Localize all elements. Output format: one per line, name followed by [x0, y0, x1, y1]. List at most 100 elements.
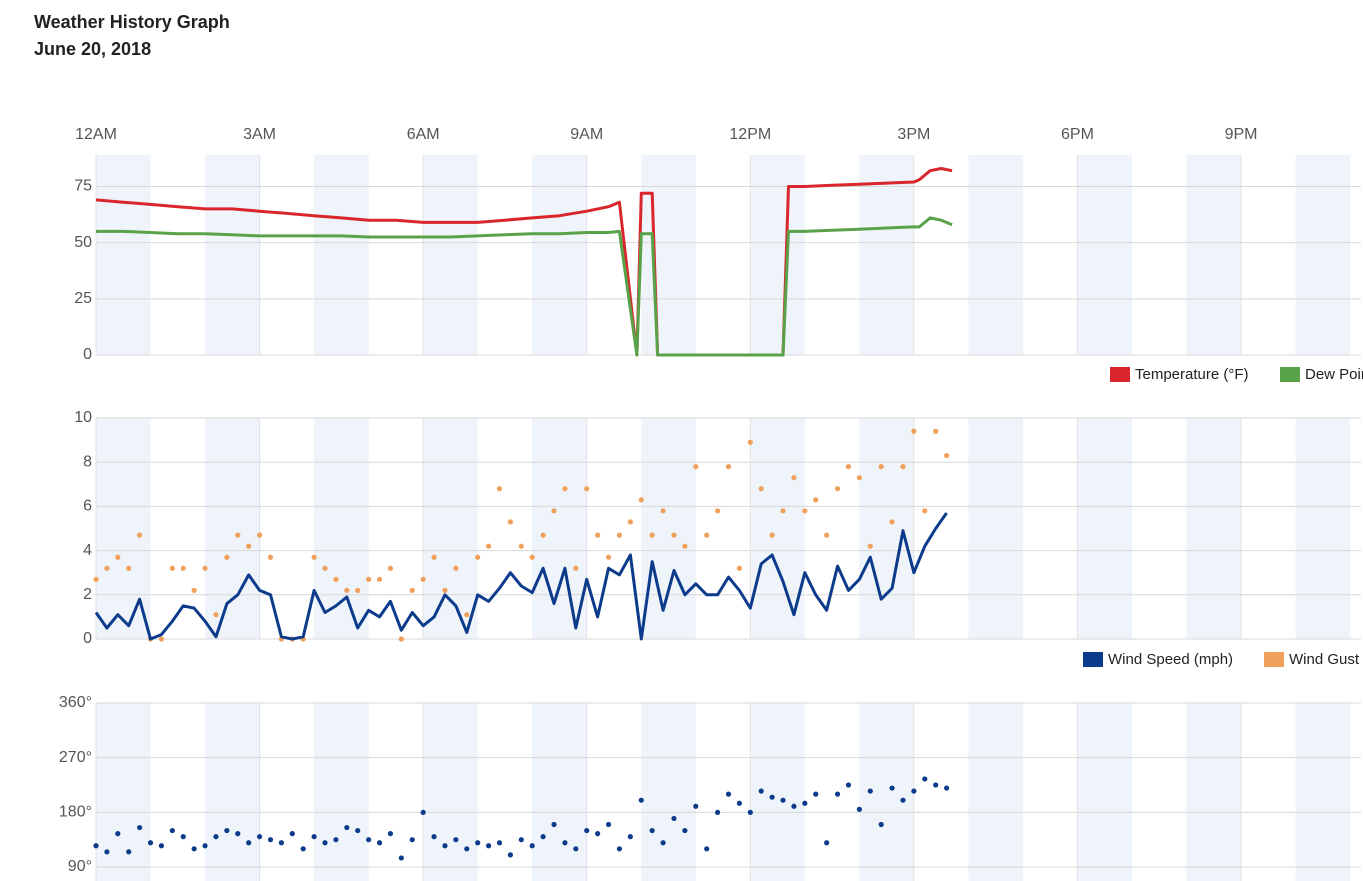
data-point [605, 821, 612, 828]
data-point [137, 532, 143, 538]
data-point [366, 576, 372, 582]
y-tick-label: 50 [74, 234, 92, 251]
data-point [431, 554, 437, 560]
data-point [813, 791, 819, 797]
band-stripe [641, 703, 696, 881]
y-tick-label: 75 [74, 178, 92, 195]
x-tick-label: 3PM [897, 126, 930, 143]
data-point [791, 803, 797, 809]
data-point [616, 532, 623, 538]
data-point [267, 837, 274, 843]
data-point [398, 636, 404, 642]
data-point [802, 800, 808, 806]
data-point [671, 815, 677, 822]
data-point [518, 837, 524, 843]
band-stripe [968, 703, 1023, 881]
data-point [355, 587, 361, 593]
data-point [158, 843, 165, 849]
data-point [725, 464, 732, 470]
data-point [736, 800, 743, 806]
data-point [235, 532, 241, 538]
band-stripe [1186, 703, 1242, 881]
data-point [693, 464, 699, 470]
data-point [420, 809, 426, 815]
data-point [889, 785, 895, 791]
data-point [191, 587, 197, 593]
data-point [856, 475, 862, 481]
data-point [191, 846, 197, 852]
data-point [704, 532, 710, 538]
data-point [933, 428, 939, 434]
data-point [922, 776, 928, 782]
x-tick-label: 6AM [407, 126, 440, 143]
series-line [96, 216, 953, 357]
data-point [387, 831, 394, 837]
band-stripe [641, 418, 696, 639]
y-tick-label: 270° [59, 749, 92, 766]
data-point [453, 565, 459, 571]
data-point [638, 497, 644, 503]
y-tick-label: 25 [74, 290, 92, 307]
data-point [911, 428, 917, 434]
band-stripe [859, 703, 914, 881]
data-point [627, 834, 633, 840]
data-point [311, 834, 317, 840]
data-point [758, 788, 764, 794]
band-stripe [314, 155, 369, 355]
data-point [595, 532, 601, 538]
band-stripe [859, 155, 914, 355]
band-stripe [423, 155, 478, 355]
data-point [475, 840, 481, 846]
data-point [714, 809, 721, 815]
data-point [878, 821, 884, 828]
data-point [780, 508, 786, 514]
data-point [180, 565, 186, 571]
data-point [747, 809, 753, 815]
x-tick-label: 12AM [75, 126, 117, 143]
band-stripe [859, 418, 914, 639]
data-point [224, 827, 230, 834]
band-stripe [1295, 155, 1351, 355]
data-point [387, 565, 394, 571]
x-tick-label: 9AM [570, 126, 603, 143]
data-point [180, 834, 186, 840]
band-stripe [314, 703, 369, 881]
data-point [158, 636, 165, 642]
data-point [704, 846, 710, 852]
data-point [409, 837, 415, 843]
band-stripe [750, 155, 805, 355]
data-point [442, 843, 448, 849]
data-point [169, 565, 175, 571]
y-tick-label: 0 [83, 630, 92, 647]
band-stripe [532, 703, 587, 881]
data-point [540, 834, 546, 840]
data-point [889, 519, 895, 525]
band-stripe [1295, 418, 1351, 639]
data-point [366, 837, 372, 843]
data-point [725, 791, 732, 797]
data-point [627, 519, 633, 525]
y-tick-label: 8 [83, 453, 92, 470]
data-point [464, 846, 470, 852]
page-title: Weather History Graph [34, 12, 230, 32]
x-tick-label: 12PM [729, 126, 771, 143]
data-point [605, 554, 612, 560]
band-stripe [532, 155, 587, 355]
data-point [496, 486, 503, 492]
band-stripe [1186, 418, 1242, 639]
data-point [137, 824, 143, 831]
data-point [649, 827, 655, 834]
data-point [202, 843, 208, 849]
data-point [584, 486, 590, 492]
series-line [94, 512, 948, 641]
legend-label: Wind Gust [1289, 651, 1360, 668]
data-point [442, 587, 448, 593]
data-point [213, 612, 219, 618]
legend-swatch [1280, 367, 1300, 382]
band-stripe [205, 703, 260, 881]
data-point [944, 452, 950, 459]
legend-label: Temperature (°F) [1135, 366, 1249, 383]
data-point [856, 806, 862, 812]
